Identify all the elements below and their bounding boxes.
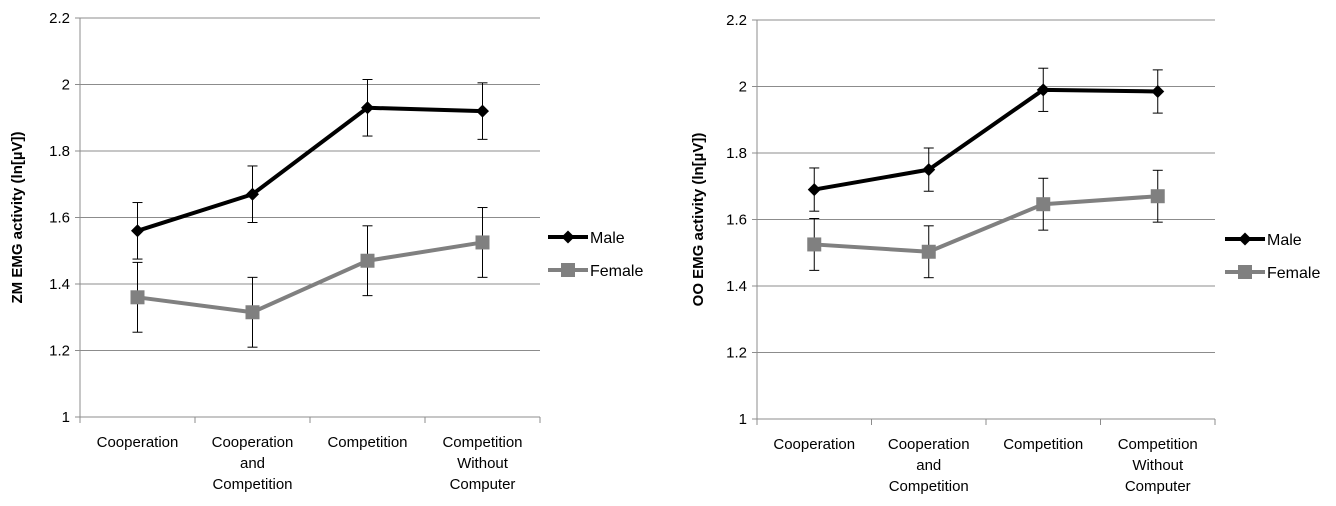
series-male xyxy=(807,67,1165,212)
y-tick-label: 1.6 xyxy=(726,212,747,229)
data-point xyxy=(475,235,490,250)
data-point xyxy=(921,244,936,259)
legend-marker xyxy=(1238,232,1252,246)
y-tick-label: 1.8 xyxy=(49,143,70,160)
y-axis-title: OO EMG activity (ln[µV]) xyxy=(690,133,707,307)
data-point xyxy=(807,237,822,252)
data-point xyxy=(361,101,374,115)
chart-panel-1: 1 1.2 1.4 1.6 1.8 2 2.2 Cooperation Cooperation a… xyxy=(9,10,643,493)
legend-marker xyxy=(561,230,575,244)
legend-marker xyxy=(561,263,575,277)
y-tick-label: 1.2 xyxy=(49,343,70,360)
x-tick-label: Competition xyxy=(1003,436,1083,453)
data-point xyxy=(922,163,936,177)
legend-label: Male xyxy=(1267,232,1302,249)
legend-label: Female xyxy=(1267,265,1320,282)
y-tick-label: 1.2 xyxy=(726,345,747,362)
legend-item-male: Male xyxy=(1225,232,1302,249)
series-female xyxy=(130,207,490,348)
y-tick-label: 1.6 xyxy=(49,210,70,227)
data-point xyxy=(1151,84,1165,98)
data-point xyxy=(1036,197,1051,212)
data-point xyxy=(360,253,375,268)
legend-item-female: Female xyxy=(1225,265,1320,282)
legend-item-female: Female xyxy=(548,263,643,280)
data-point xyxy=(246,187,259,201)
data-point xyxy=(130,290,145,305)
x-tick-label: Cooperation xyxy=(97,434,179,451)
legend-marker xyxy=(1238,265,1252,279)
series-line xyxy=(137,240,483,315)
x-tick-label: Cooperation and Competition xyxy=(888,436,970,495)
y-axis-title: ZM EMG activity (ln[µV]) xyxy=(9,132,26,304)
legend-label: Female xyxy=(590,263,643,280)
legend-label: Male xyxy=(590,230,625,247)
data-point xyxy=(245,305,260,320)
legend-item-male: Male xyxy=(548,230,625,247)
y-tick-label: 1 xyxy=(739,411,747,428)
series-line xyxy=(136,105,483,233)
x-tick-label: Cooperation and Competition xyxy=(212,434,294,493)
series-line xyxy=(813,87,1158,192)
y-tick-label: 2.2 xyxy=(49,10,70,27)
y-tick-label: 2.2 xyxy=(726,12,747,29)
y-tick-label: 1.4 xyxy=(726,278,747,295)
chart-panel-2: 1 1.2 1.4 1.6 1.8 2 2.2 Cooperation Cooperation a… xyxy=(690,12,1320,495)
data-point xyxy=(476,104,489,118)
series-male xyxy=(131,79,489,260)
y-tick-label: 2 xyxy=(62,77,70,94)
series-line xyxy=(814,194,1158,254)
y-tick-label: 1.8 xyxy=(726,145,747,162)
data-point xyxy=(1036,83,1050,97)
x-tick-label: Competition xyxy=(327,434,407,451)
data-point xyxy=(807,183,821,197)
y-tick-label: 2 xyxy=(739,79,747,96)
y-tick-label: 1.4 xyxy=(49,276,70,293)
x-tick-label: Competition Without Computer xyxy=(1118,436,1198,495)
y-tick-label: 1 xyxy=(62,409,70,426)
x-tick-label: Competition Without Computer xyxy=(442,434,522,493)
series-female xyxy=(807,169,1165,279)
x-tick-label: Cooperation xyxy=(773,436,855,453)
data-point xyxy=(131,224,144,238)
data-point xyxy=(1150,189,1165,204)
